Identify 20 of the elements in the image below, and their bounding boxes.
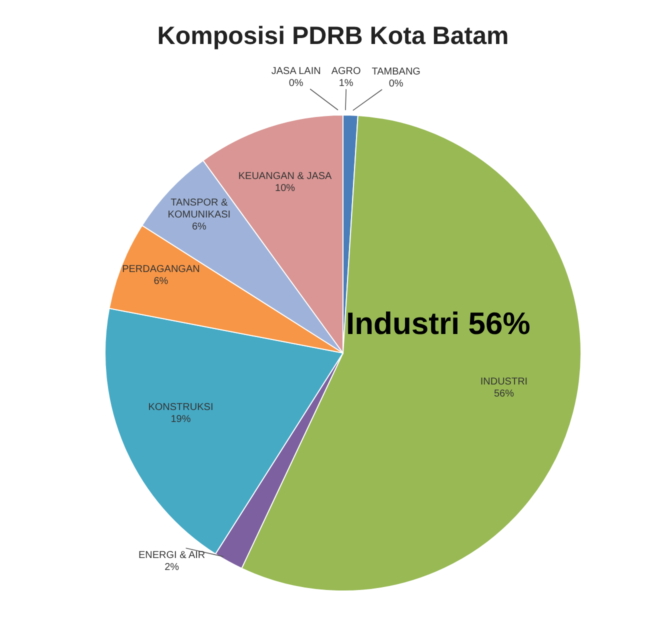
data-label: 2% <box>164 562 180 574</box>
text: Industri 56% <box>346 306 530 342</box>
slice-label: PERDAGANGAN <box>122 264 200 275</box>
data-label: 6% <box>154 276 168 287</box>
category-label: TAMBANG <box>372 66 420 78</box>
data-label: 1% <box>338 78 354 90</box>
slice-label: INDUSTRI <box>480 376 528 388</box>
data-label: 19% <box>170 414 191 426</box>
data-label: 56% <box>494 388 514 400</box>
text: 0% <box>388 78 404 90</box>
category-label: JASA LAIN <box>271 66 321 77</box>
chart-title: Komposisi PDRB Kota Batam <box>156 22 510 51</box>
slice-label: TANSPOR & KOMUNIKASI <box>168 198 231 221</box>
slice-label: ENERGI & AIR <box>138 550 206 562</box>
slice-label: KONSTRUKSI <box>148 402 214 414</box>
slice-label: AGRO <box>331 66 362 78</box>
slice-label: KEUANGAN & JASA <box>238 171 332 182</box>
text: 0% <box>288 78 304 89</box>
data-label: 6% <box>192 222 207 233</box>
data-label: 10% <box>275 183 296 194</box>
